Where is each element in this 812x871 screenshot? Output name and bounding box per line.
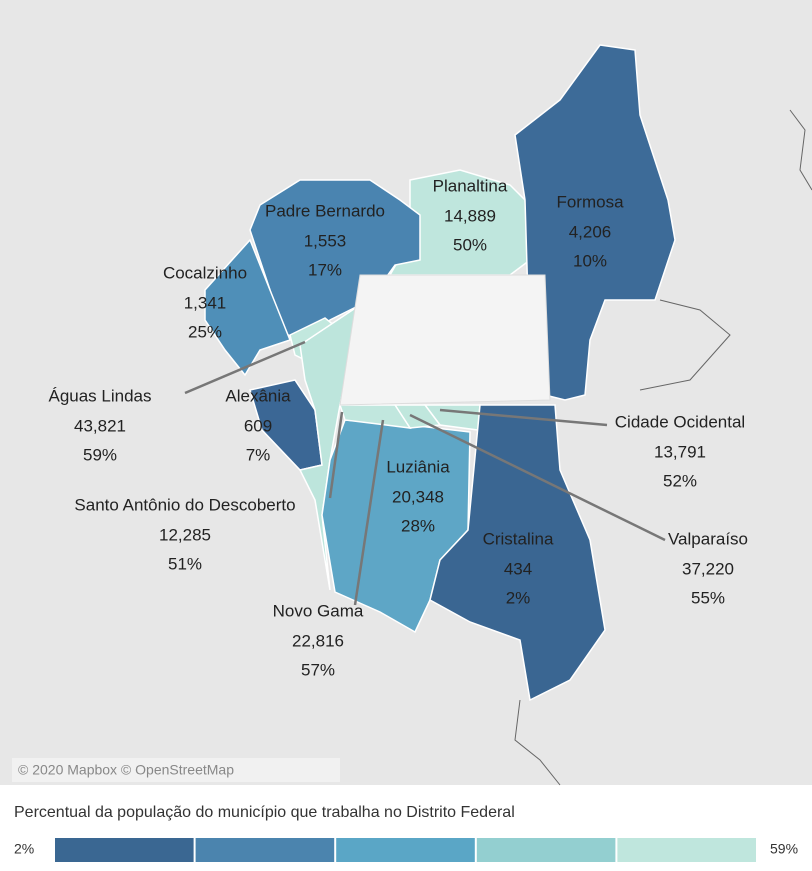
region-percent: 55% (691, 588, 725, 607)
region-workers: 13,791 (654, 442, 706, 461)
region-workers: 43,821 (74, 416, 126, 435)
region-name: Luziânia (386, 457, 450, 476)
region-percent: 10% (573, 251, 607, 270)
region-workers: 1,341 (184, 293, 227, 312)
boundary (789, 109, 812, 191)
region-name: Cristalina (483, 529, 554, 548)
legend-swatch (195, 838, 335, 862)
region-name: Cidade Ocidental (615, 412, 745, 431)
legend-swatch (336, 838, 475, 862)
distrito-federal (339, 274, 551, 406)
region-percent: 25% (188, 322, 222, 341)
region-name: Alexânia (225, 386, 291, 405)
region-workers: 20,348 (392, 487, 444, 506)
region (514, 44, 676, 401)
region-percent: 17% (308, 260, 342, 279)
legend-title: Percentual da população do município que… (14, 804, 515, 821)
leader-lines (184, 340, 666, 606)
region-percent: 7% (246, 445, 271, 464)
region-workers: 1,553 (304, 231, 347, 250)
region-name: Planaltina (433, 176, 508, 195)
region-workers: 12,285 (159, 525, 211, 544)
region-workers: 4,206 (569, 222, 612, 241)
region-name: Padre Bernardo (265, 201, 385, 220)
legend-swatch (476, 838, 616, 862)
region (338, 404, 412, 429)
region-percent: 28% (401, 516, 435, 535)
attribution: © 2020 Mapbox © OpenStreetMap (18, 762, 234, 778)
region-name: Formosa (556, 192, 624, 211)
region-workers: 609 (244, 416, 272, 435)
region-name: Cocalzinho (163, 263, 247, 282)
legend-swatch (617, 838, 756, 862)
legend-min: 2% (14, 841, 34, 857)
region-percent: 52% (663, 471, 697, 490)
legend-max: 59% (770, 841, 798, 857)
region-workers: 434 (504, 559, 532, 578)
region-workers: 14,889 (444, 206, 496, 225)
region-workers: 37,220 (682, 559, 734, 578)
region-percent: 50% (453, 235, 487, 254)
region (429, 404, 606, 702)
region-percent: 2% (506, 588, 531, 607)
region-percent: 59% (83, 445, 117, 464)
region-workers: 22,816 (292, 631, 344, 650)
boundary (639, 299, 731, 391)
region-name: Valparaíso (668, 529, 748, 548)
region-name: Santo Antônio do Descoberto (74, 495, 295, 514)
region-percent: 51% (168, 554, 202, 573)
region (204, 238, 291, 377)
region-percent: 57% (301, 660, 335, 679)
legend-swatch (55, 838, 194, 862)
region-name: Novo Gama (273, 601, 364, 620)
boundary (514, 699, 561, 786)
attribution-bg (12, 758, 340, 782)
region-name: Águas Lindas (48, 386, 151, 405)
